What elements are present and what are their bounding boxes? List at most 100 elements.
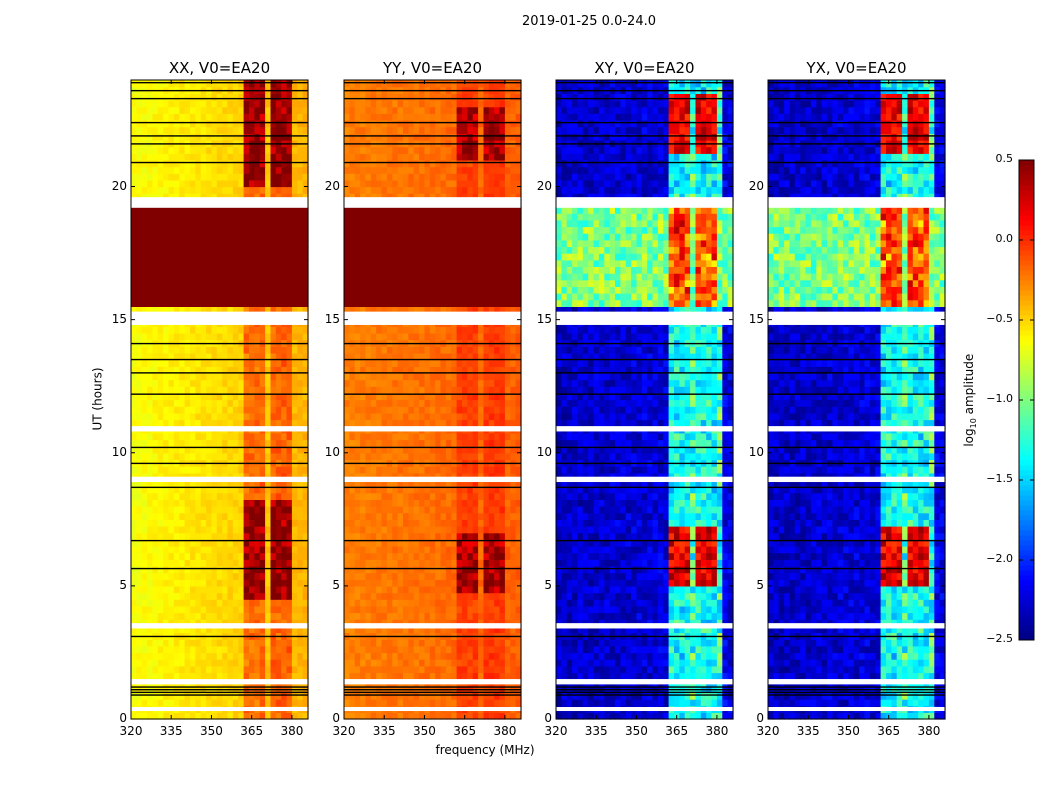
heatmap-cell: [360, 379, 367, 387]
heatmap-cell: [136, 106, 143, 114]
heatmap-cell: [270, 166, 277, 174]
heatmap-cell: [451, 492, 458, 500]
heatmap-cell: [259, 479, 266, 487]
heatmap-cell: [349, 532, 356, 540]
heatmap-cell: [163, 213, 170, 221]
heatmap-cell: [488, 492, 495, 500]
heatmap-cell: [281, 133, 288, 141]
heatmap-cell: [131, 486, 137, 494]
heatmap-cell: [227, 506, 234, 514]
heatmap-cell: [494, 392, 501, 401]
heatmap-cell: [286, 133, 293, 141]
heatmap-cell: [227, 432, 234, 441]
heatmap-cell: [238, 545, 245, 554]
heatmap-cell: [265, 166, 272, 174]
heatmap-cell: [141, 572, 148, 580]
heatmap-cell: [216, 699, 223, 707]
heatmap-cell: [462, 479, 468, 487]
heatmap-cell: [467, 545, 474, 554]
heatmap-cell: [354, 559, 361, 567]
heatmap-cell: [365, 605, 372, 614]
heatmap-cell: [216, 106, 223, 114]
heatmap-cell: [168, 179, 175, 188]
heatmap-cell: [136, 153, 143, 161]
heatmap-cell: [429, 492, 436, 500]
heatmap-cell: [419, 572, 426, 580]
heatmap-cell: [200, 512, 207, 520]
heatmap-cell: [141, 206, 148, 214]
heatmap-cell: [141, 512, 148, 520]
heatmap-cell: [157, 279, 164, 287]
heatmap-cell: [510, 639, 517, 647]
heatmap-cell: [232, 565, 239, 574]
heatmap-cell: [206, 625, 213, 634]
heatmap-cell: [216, 519, 223, 527]
heatmap-cell: [211, 625, 218, 634]
heatmap-cell: [302, 625, 309, 634]
heatmap-cell: [216, 186, 223, 194]
heatmap-cell: [141, 153, 148, 161]
heatmap-cell: [424, 366, 431, 374]
heatmap-cell: [173, 532, 180, 540]
heatmap-cell: [344, 399, 350, 407]
heatmap-cell: [238, 612, 245, 620]
heatmap-cell: [141, 332, 148, 341]
heatmap-cell: [141, 106, 148, 114]
heatmap-cell: [365, 379, 372, 387]
heatmap-cell: [200, 599, 207, 607]
heatmap-cell: [265, 432, 272, 441]
heatmap-cell: [435, 599, 442, 607]
heatmap-cell: [184, 246, 191, 254]
heatmap-cell: [429, 452, 436, 461]
heatmap-cell: [270, 492, 277, 500]
heatmap-cell: [365, 712, 372, 720]
heatmap-cell: [259, 186, 266, 194]
heatmap-cell: [168, 486, 175, 494]
heatmap-cell: [281, 233, 288, 241]
heatmap-cell: [173, 559, 180, 567]
heatmap-cell: [429, 499, 436, 507]
heatmap-cell: [370, 366, 377, 374]
heatmap-cell: [515, 639, 522, 647]
heatmap-cell: [238, 159, 245, 168]
heatmap-cell: [243, 259, 250, 267]
heatmap-cell: [157, 472, 164, 480]
heatmap-cell: [141, 492, 148, 500]
heatmap-cell: [179, 299, 186, 307]
heatmap-cell: [291, 446, 298, 454]
heatmap-cell: [392, 599, 399, 607]
heatmap-cell: [275, 153, 282, 161]
heatmap-cell: [467, 412, 474, 421]
heatmap-cell: [286, 279, 293, 287]
heatmap-cell: [211, 93, 218, 101]
heatmap-cell: [381, 519, 388, 527]
heatmap-cell: [179, 286, 186, 294]
heatmap-cell: [297, 439, 304, 447]
heatmap-cell: [163, 100, 170, 108]
heatmap-cell: [456, 486, 463, 494]
heatmap-cell: [206, 639, 213, 647]
heatmap-cell: [297, 599, 304, 607]
heatmap-cell: [354, 619, 361, 627]
heatmap-cell: [141, 619, 148, 627]
heatmap-cell: [190, 279, 196, 287]
heatmap-cell: [435, 659, 442, 667]
heatmap-cell: [200, 146, 207, 154]
heatmap-cell: [190, 106, 196, 114]
heatmap-cell: [403, 526, 409, 534]
heatmap-cell: [227, 273, 234, 281]
heatmap-cell: [190, 119, 196, 128]
heatmap-cell: [254, 552, 261, 560]
heatmap-cell: [163, 432, 170, 441]
heatmap-cell: [173, 239, 180, 248]
heatmap-cell: [147, 466, 154, 474]
heatmap-cell: [254, 213, 261, 221]
heatmap-cell: [265, 226, 272, 234]
heatmap-cell: [184, 526, 191, 534]
heatmap-cell: [504, 472, 511, 480]
heatmap-cell: [302, 532, 309, 540]
heatmap-cell: [510, 539, 517, 547]
heatmap-cell: [472, 472, 479, 480]
heatmap-cell: [467, 432, 474, 441]
